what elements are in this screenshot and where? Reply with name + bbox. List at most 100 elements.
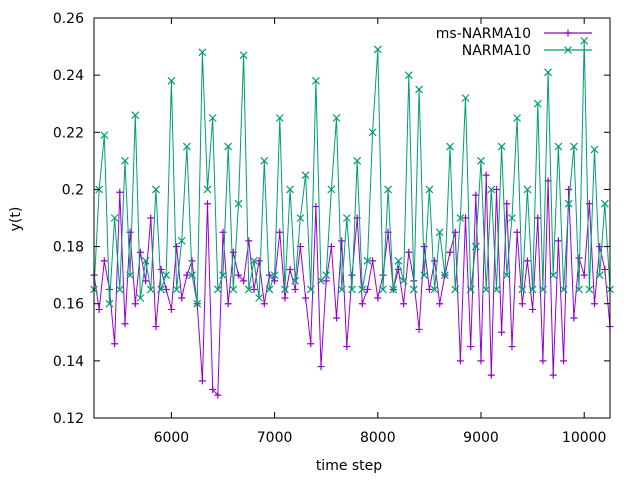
ms-narma10-point: [462, 214, 470, 222]
narma10-point: [250, 256, 258, 265]
narma10-point: [332, 114, 341, 122]
narma10-point: [311, 76, 320, 85]
y-axis-label: y(t): [8, 207, 24, 232]
narma10-point: [538, 285, 547, 294]
narma10-point: [580, 36, 589, 45]
ms-narma10-point: [219, 228, 227, 236]
x-tick-label: 6000: [154, 430, 190, 446]
narma10-point: [172, 285, 181, 294]
ms-narma10-point: [116, 188, 124, 196]
ms-narma10-point: [534, 214, 542, 222]
narma10-point: [461, 94, 470, 102]
ms-narma10-point: [322, 277, 330, 285]
narma10-point: [420, 271, 429, 280]
ms-narma10-point: [240, 277, 248, 285]
narma10-point: [404, 71, 413, 80]
legend-item-ms-narma10: ms-NARMA10: [436, 26, 592, 42]
ms-narma10-point: [317, 363, 325, 371]
ms-narma10-point: [487, 371, 495, 379]
narma10-point: [234, 199, 243, 208]
narma10-point: [363, 256, 372, 265]
narma10-point: [523, 185, 532, 194]
ms-narma10-point: [111, 340, 119, 348]
legend-label: NARMA10: [462, 43, 531, 59]
narma10-point: [177, 236, 186, 245]
narma10-point: [105, 299, 114, 308]
ms-narma10-point: [291, 285, 299, 293]
narma10-point: [353, 156, 362, 165]
ms-narma10-point: [260, 300, 268, 308]
ms-narma10-point: [95, 305, 103, 313]
ms-narma10-point: [585, 200, 593, 208]
narma10-point: [466, 285, 475, 294]
ms-narma10-point: [173, 243, 181, 251]
ms-narma10-point: [508, 343, 516, 351]
ms-narma10-point: [529, 305, 537, 313]
legend-narma10-point: [564, 46, 572, 54]
narma10-point: [600, 199, 609, 208]
narma10-point: [182, 142, 191, 151]
narma10-point: [208, 114, 217, 122]
y-tick-label: 0.26: [53, 11, 84, 27]
narma10-point: [188, 271, 196, 280]
narma10-point: [389, 285, 398, 294]
ms-narma10-point: [560, 357, 568, 365]
narma10-point: [451, 285, 460, 294]
narma10-point: [590, 145, 599, 154]
ms-narma10-point: [162, 285, 170, 293]
ms-narma10-point: [575, 254, 583, 262]
ms-narma10-point: [405, 248, 413, 256]
narma10-point: [110, 214, 119, 222]
ms-narma10-point: [157, 265, 165, 273]
narma10-point: [508, 214, 516, 222]
ms-narma10-point: [276, 228, 284, 236]
narma10-point: [213, 285, 222, 294]
ms-narma10-point: [425, 285, 433, 293]
narma10-point: [126, 271, 135, 280]
ms-narma10-point: [250, 285, 258, 293]
ms-narma10-point: [498, 328, 506, 336]
narma10-point: [244, 285, 253, 294]
narma10-point: [224, 142, 233, 151]
ms-narma10-point: [523, 257, 531, 265]
narma10-point: [430, 285, 439, 294]
ms-narma10-point: [565, 185, 573, 193]
narma10-series: [90, 36, 614, 308]
narma10-point: [394, 256, 403, 265]
narma10-point: [198, 48, 207, 57]
ms-narma10-point: [358, 300, 366, 308]
narma10-point: [513, 114, 522, 122]
series-layer: [90, 36, 614, 399]
narma10-point: [384, 185, 393, 194]
narma10-point: [151, 185, 160, 194]
ms-narma10-point: [482, 171, 490, 179]
y-tick-label: 0.18: [53, 240, 84, 256]
legend-label: ms-NARMA10: [436, 26, 531, 42]
ms-narma10-point: [307, 340, 315, 348]
ms-narma10-point: [436, 300, 444, 308]
ms-narma10-point: [456, 357, 464, 365]
ms-narma10-point: [518, 300, 526, 308]
narma10-point: [554, 142, 563, 151]
narma10-point: [157, 285, 166, 294]
narma10-point: [193, 299, 202, 308]
narma10-point: [456, 214, 465, 222]
ms-narma10-point: [467, 343, 475, 351]
legend-item-narma10: NARMA10: [462, 43, 592, 59]
ms-narma10-point: [420, 243, 428, 251]
narma10-point: [348, 285, 356, 294]
ms-narma10-point: [601, 265, 609, 273]
x-tick-label: 10000: [562, 430, 607, 446]
narma10-point: [280, 285, 289, 294]
narma10-point: [239, 51, 248, 60]
ms-narma10-point: [477, 357, 485, 365]
narma10-point: [306, 285, 315, 294]
ms-narma10-point: [539, 357, 547, 365]
ms-narma10-point: [204, 200, 212, 208]
ms-narma10-point: [333, 314, 341, 322]
narma10-point: [575, 285, 583, 294]
narma10-point: [146, 285, 155, 294]
narma10-point: [291, 276, 300, 285]
